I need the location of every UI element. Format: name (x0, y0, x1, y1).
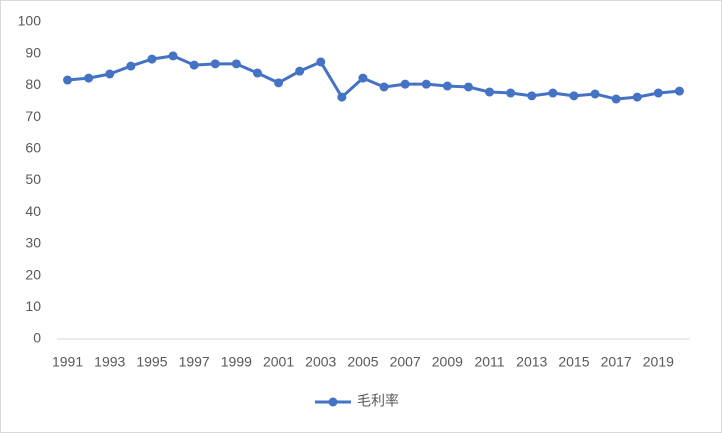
data-point (252, 68, 262, 78)
y-tick-label: 70 (25, 108, 41, 124)
x-tick-label: 1993 (94, 354, 125, 370)
x-tick-label: 2007 (390, 354, 421, 370)
data-point (358, 73, 368, 83)
data-point (569, 91, 579, 101)
legend-marker (328, 397, 338, 407)
y-tick-label: 50 (25, 171, 41, 187)
x-tick-label: 2011 (474, 354, 504, 370)
data-point (590, 89, 600, 99)
y-tick-label: 60 (25, 140, 41, 156)
x-tick-label: 2017 (601, 354, 632, 370)
data-point (231, 59, 241, 69)
x-tick-label: 2005 (347, 354, 378, 370)
y-tick-label: 20 (25, 266, 41, 282)
data-point (168, 51, 178, 61)
y-tick-label: 0 (33, 330, 41, 346)
legend-label: 毛利率 (357, 393, 399, 409)
x-tick-label: 1991 (52, 354, 83, 370)
data-point (316, 57, 326, 67)
data-point (337, 92, 347, 102)
data-point (295, 66, 305, 76)
data-point (442, 81, 452, 91)
x-tick-label: 2015 (558, 354, 589, 370)
y-tick-label: 80 (25, 76, 41, 92)
data-point (274, 78, 284, 88)
data-point (674, 86, 684, 96)
x-tick-label: 2009 (432, 354, 463, 370)
data-point (548, 88, 558, 98)
data-point (147, 54, 157, 64)
y-tick-label: 30 (25, 235, 41, 251)
data-point (63, 75, 73, 85)
data-point (210, 59, 220, 69)
y-tick-label: 40 (25, 203, 41, 219)
data-point (400, 79, 410, 89)
x-tick-label: 2013 (516, 354, 547, 370)
x-tick-label: 1997 (179, 354, 210, 370)
data-point (105, 69, 115, 79)
data-point (485, 87, 495, 97)
x-tick-label: 1995 (136, 354, 167, 370)
x-tick-label: 2019 (643, 354, 674, 370)
data-point (611, 94, 621, 104)
y-tick-label: 90 (25, 44, 41, 60)
data-point (632, 92, 642, 102)
y-tick-label: 100 (18, 13, 42, 29)
data-point (84, 73, 94, 83)
data-point (189, 60, 199, 70)
y-tick-label: 10 (25, 298, 41, 314)
data-point (506, 88, 516, 98)
x-tick-label: 2003 (305, 354, 336, 370)
x-tick-label: 1999 (221, 354, 252, 370)
data-point (421, 79, 431, 89)
data-point (126, 61, 136, 71)
data-point (463, 82, 473, 92)
data-point (527, 91, 537, 101)
data-point (379, 82, 389, 92)
data-point (653, 88, 663, 98)
x-tick-label: 2001 (263, 354, 294, 370)
